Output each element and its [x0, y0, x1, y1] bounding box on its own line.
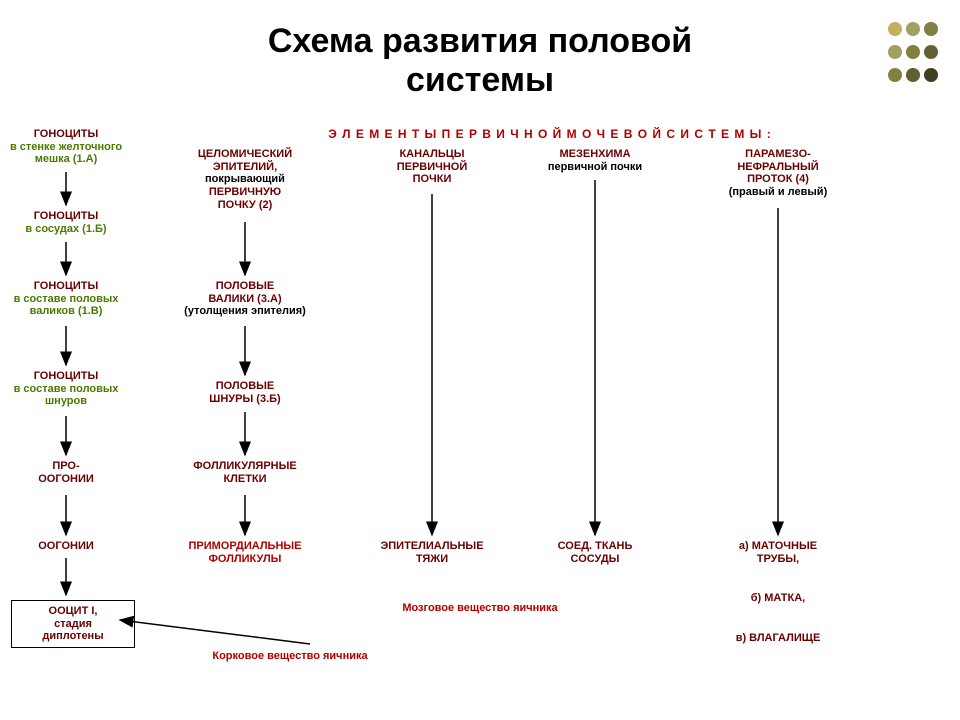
node-col2-0: ЦЕЛОМИЧЕСКИЙЭПИТЕЛИЙ,покрывающийПЕРВИЧНУ… — [170, 148, 320, 211]
node-col1-4: ПРО-ООГОНИИ — [0, 460, 141, 485]
slide-title: Схема развития половой системы — [0, 22, 960, 100]
node-col4-0: МЕЗЕНХИМАпервичной почки — [520, 148, 670, 173]
node-col2-2: ПОЛОВЫЕШНУРЫ (3.Б) — [170, 380, 320, 405]
node-col2-3: ФОЛЛИКУЛЯРНЫЕКЛЕТКИ — [170, 460, 320, 485]
node-col5-0: ПАРАМЕЗО-НЕФРАЛЬНЫЙПРОТОК (4)(правый и л… — [703, 148, 853, 199]
footnote-1: Корковое вещество яичника — [160, 650, 420, 663]
footnote-0: Мозговое вещество яичника — [350, 602, 610, 615]
node-col1-2: ГОНОЦИТЫв составе половыхваликов (1.В) — [0, 280, 141, 318]
node-col5-3: в) ВЛАГАЛИЩЕ — [703, 632, 853, 645]
node-col3-1: ЭПИТЕЛИАЛЬНЫЕТЯЖИ — [357, 540, 507, 565]
node-col1-3: ГОНОЦИТЫв составе половыхшнуров — [0, 370, 141, 408]
node-col1-6: ООЦИТ I,стадиядиплотены — [11, 600, 135, 648]
node-col2-1: ПОЛОВЫЕВАЛИКИ (3.А)(утолщения эпителия) — [170, 280, 320, 318]
title-line2: системы — [0, 61, 960, 100]
header-elements: Э Л Е М Е Н Т Ы П Е Р В И Ч Н О Й М О Ч … — [200, 128, 900, 142]
node-col5-1: а) МАТОЧНЫЕТРУБЫ, — [703, 540, 853, 565]
node-col2-4: ПРИМОРДИАЛЬНЫЕФОЛЛИКУЛЫ — [170, 540, 320, 565]
node-col5-2: б) МАТКА, — [703, 592, 853, 605]
node-col3-0: КАНАЛЬЦЫПЕРВИЧНОЙПОЧКИ — [357, 148, 507, 186]
node-col1-5: ООГОНИИ — [0, 540, 141, 553]
title-line1: Схема развития половой — [0, 22, 960, 61]
node-col1-1: ГОНОЦИТЫв сосудах (1.Б) — [0, 210, 141, 235]
node-col1-0: ГОНОЦИТЫв стенке желточногомешка (1.А) — [0, 128, 141, 166]
node-col4-1: СОЕД. ТКАНЬСОСУДЫ — [520, 540, 670, 565]
